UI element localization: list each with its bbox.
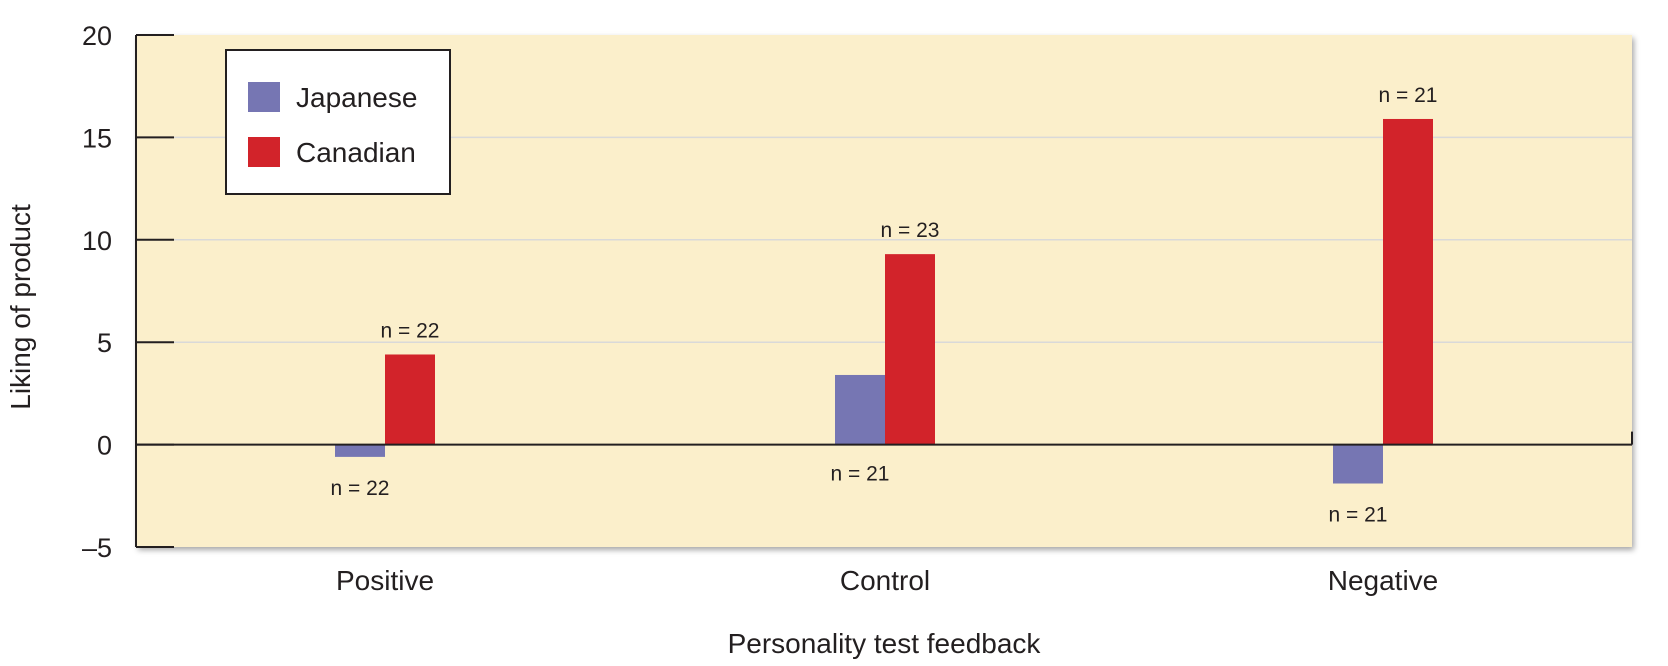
bar-japanese-control [835,374,885,445]
legend: Japanese Canadian [225,49,451,195]
legend-box [225,49,451,195]
y-axis-title: Liking of product [5,204,36,410]
axes [135,34,1633,548]
n-label-canadian-negative: n = 21 [1379,84,1438,107]
n-label-japanese-positive: n = 22 [331,477,390,500]
legend-swatch-canadian [248,137,280,167]
x-tick-label-control: Control [840,565,930,596]
legend-label-canadian: Canadian [296,137,416,168]
n-label-japanese-negative: n = 21 [1329,504,1388,527]
bar-canadian-positive [385,354,435,445]
legend-label-japanese: Japanese [296,82,417,113]
y-tick-label: 0 [97,431,112,461]
x-tick-label-negative: Negative [1328,565,1439,596]
bars [335,118,1433,484]
y-tick-labels: 20 15 10 5 0 –5 [82,21,112,563]
y-tick-label: 5 [97,328,112,358]
bar-canadian-control [885,254,935,445]
y-tick-label: 10 [82,226,112,256]
y-tick-label: 15 [82,123,112,153]
bar-japanese-negative [1333,444,1383,484]
n-label-japanese-control: n = 21 [831,463,890,486]
y-tick-label: 20 [82,21,112,51]
x-axis-title: Personality test feedback [728,628,1042,659]
data-labels: n = 22 n = 21 n = 21 n = 22 n = 23 n = 21 [331,84,1438,527]
n-label-canadian-positive: n = 22 [381,319,440,342]
x-tick-labels: Positive Control Negative [336,565,1438,596]
n-label-canadian-control: n = 23 [881,219,940,242]
legend-swatch-japanese [248,82,280,112]
y-tick-label: –5 [82,533,112,563]
bar-japanese-positive [335,444,385,457]
x-tick-label-positive: Positive [336,565,434,596]
bar-canadian-negative [1383,118,1433,445]
